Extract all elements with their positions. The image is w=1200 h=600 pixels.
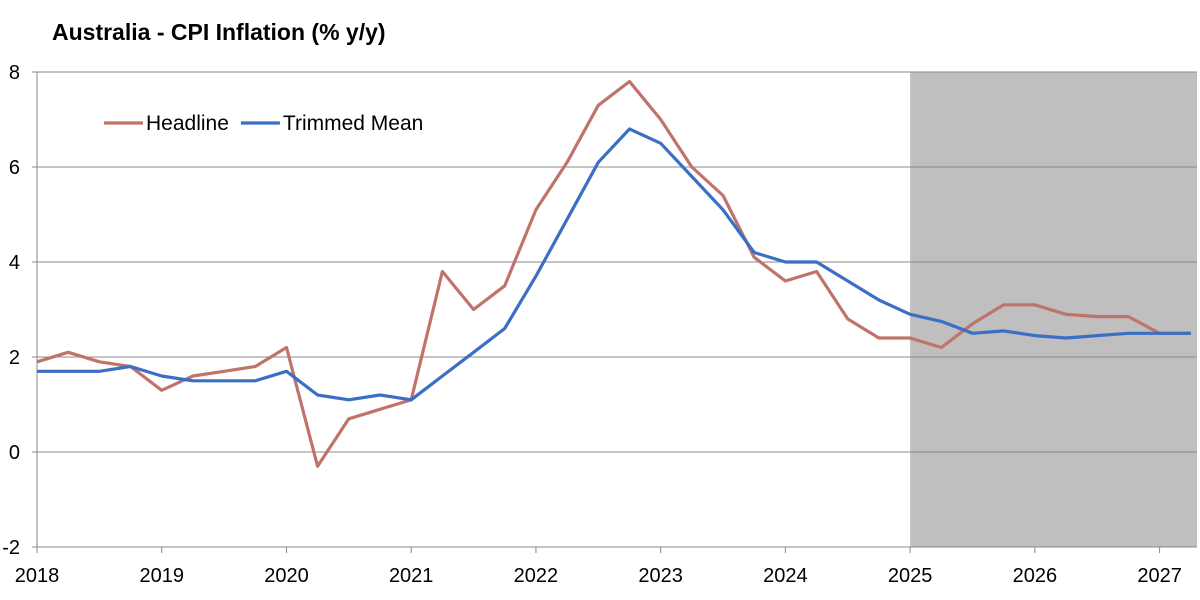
series-layer bbox=[36, 79, 1191, 468]
y-tick-label: -2 bbox=[2, 537, 20, 559]
chart-title: Australia - CPI Inflation (% y/y) bbox=[52, 19, 386, 45]
series-line-headline bbox=[36, 79, 1191, 468]
x-tick-label: 2020 bbox=[264, 565, 309, 587]
x-tick-label: 2019 bbox=[139, 565, 184, 587]
y-tick-label: 2 bbox=[9, 347, 20, 369]
y-tick-label: 4 bbox=[9, 252, 20, 274]
x-axis-ticks: 2018 2019 2020 2021 2022 2023 2024 2025 2026 2027 bbox=[15, 547, 1182, 587]
x-tick-label: 2024 bbox=[763, 565, 808, 587]
y-axis-ticks: -2 0 2 4 6 8 bbox=[2, 62, 37, 559]
x-tick-label: 2021 bbox=[389, 565, 434, 587]
x-tick-label: 2027 bbox=[1137, 565, 1182, 587]
legend: Headline Trimmed Mean bbox=[104, 112, 423, 135]
x-tick-label: 2026 bbox=[1013, 565, 1058, 587]
axes bbox=[36, 72, 1197, 548]
y-tick-label: 0 bbox=[9, 442, 20, 464]
x-tick-label: 2023 bbox=[638, 565, 683, 587]
x-tick-label: 2025 bbox=[888, 565, 933, 587]
legend-label: Trimmed Mean bbox=[283, 112, 423, 135]
y-tick-label: 8 bbox=[9, 62, 20, 84]
y-tick-label: 6 bbox=[9, 157, 20, 179]
x-tick-label: 2018 bbox=[15, 565, 60, 587]
legend-label: Headline bbox=[146, 112, 229, 135]
series-line-trimmed-mean bbox=[37, 127, 1191, 402]
x-tick-label: 2022 bbox=[514, 565, 559, 587]
